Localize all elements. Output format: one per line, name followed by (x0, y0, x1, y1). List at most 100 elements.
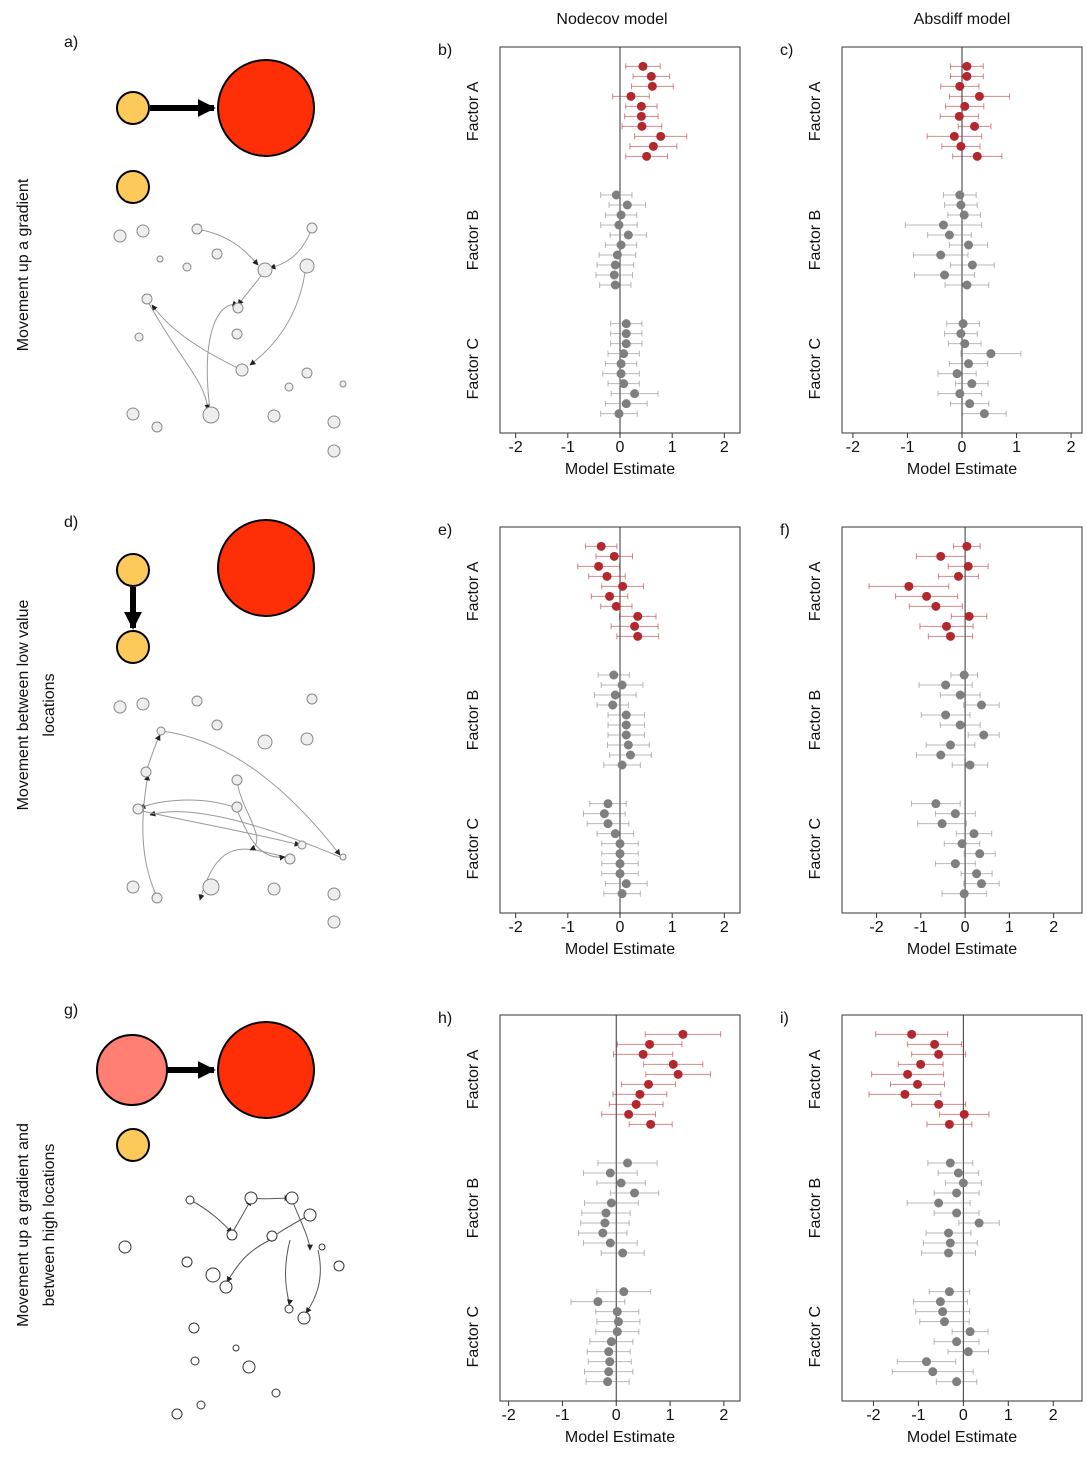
estimate-point (621, 339, 631, 349)
estimate-point (615, 849, 625, 859)
estimate-point (962, 61, 972, 71)
estimate-point (939, 1317, 949, 1327)
estimate-point (962, 541, 972, 551)
estimate-point (962, 280, 972, 290)
estimate-point (619, 1287, 629, 1297)
estimate-point (599, 809, 609, 819)
estimate-point (931, 799, 941, 809)
x-tick-label: -1 (911, 1407, 925, 1424)
diagram-caption: Movement up a gradient and (15, 1123, 32, 1327)
group-label: Factor A (807, 1049, 824, 1109)
estimate-point (964, 359, 974, 369)
estimate-point (615, 869, 625, 879)
estimate-point (616, 210, 626, 220)
diagram-caption: Movement up a gradient (15, 178, 32, 351)
estimate-point (960, 101, 970, 111)
x-tick-label: 1 (1012, 439, 1021, 456)
estimate-point (952, 1337, 962, 1347)
group-label: Factor B (807, 690, 824, 750)
estimate-point (630, 1188, 640, 1198)
estimate-point (630, 621, 640, 631)
estimate-point (612, 250, 622, 260)
estimate-point (967, 260, 977, 270)
estimate-point (621, 879, 631, 889)
estimate-point (633, 631, 643, 641)
estimate-point (940, 270, 950, 280)
group-label: Factor B (465, 1178, 482, 1238)
estimate-point (958, 319, 968, 329)
x-tick-label: 1 (1004, 1407, 1013, 1424)
plot-frame (499, 1014, 741, 1402)
estimate-point (937, 819, 947, 829)
estimate-point (637, 121, 647, 131)
estimate-point (964, 611, 974, 621)
estimate-point (972, 869, 982, 879)
x-tick-label: 2 (720, 919, 729, 936)
panel-label: e) (438, 522, 452, 539)
estimate-point (955, 720, 965, 730)
estimate-point (931, 601, 941, 611)
estimate-point (668, 1059, 678, 1069)
x-tick-label: -2 (866, 1407, 880, 1424)
estimate-point (974, 91, 984, 101)
estimate-point (967, 379, 977, 389)
estimate-point (922, 591, 932, 601)
estimate-point (604, 1367, 614, 1377)
estimate-point (944, 1248, 954, 1258)
group-label: Factor B (465, 690, 482, 750)
estimate-point (619, 349, 629, 359)
x-tick-label: -1 (561, 439, 575, 456)
x-tick-label: -2 (846, 439, 860, 456)
estimate-point (678, 1029, 688, 1039)
x-tick-label: 0 (616, 439, 625, 456)
group-label: Factor A (465, 561, 482, 621)
column-title: Absdiff model (914, 11, 1011, 28)
x-tick-label: 1 (668, 919, 677, 936)
x-tick-label: -2 (501, 1407, 515, 1424)
estimate-point (647, 81, 657, 91)
estimate-point (608, 700, 618, 710)
estimate-point (975, 849, 985, 859)
estimate-point (903, 1069, 913, 1079)
x-tick-label: -1 (914, 919, 928, 936)
estimate-point (964, 240, 974, 250)
estimate-point (941, 680, 951, 690)
estimate-point (638, 1049, 648, 1059)
estimate-point (596, 541, 606, 551)
estimate-point (603, 819, 613, 829)
group-label: Factor B (807, 1178, 824, 1238)
estimate-point (956, 200, 966, 210)
panel-label: f) (780, 522, 790, 539)
estimate-point (614, 220, 624, 230)
estimate-point (621, 710, 631, 720)
estimate-point (957, 839, 967, 849)
diagram-caption: between high locations (41, 1144, 58, 1307)
estimate-point (610, 690, 620, 700)
estimate-point (945, 740, 955, 750)
panel-label: g) (64, 1002, 78, 1019)
estimate-point (630, 389, 640, 399)
estimate-point (956, 329, 966, 339)
estimate-point (635, 1089, 645, 1099)
estimate-point (959, 889, 969, 899)
estimate-point (623, 1158, 633, 1168)
diagram-caption: Movement between low value (15, 600, 32, 811)
estimate-point (913, 1079, 923, 1089)
diagram-g (96, 1021, 345, 1420)
estimate-point (979, 730, 989, 740)
x-tick-label: -1 (900, 439, 914, 456)
estimate-point (636, 111, 646, 121)
estimate-point (593, 1297, 603, 1307)
x-tick-label: 2 (1067, 439, 1076, 456)
estimate-point (979, 409, 989, 419)
group-label: Factor A (807, 561, 824, 621)
estimate-point (603, 1377, 613, 1387)
x-tick-label: 0 (612, 1407, 621, 1424)
estimate-point (953, 571, 963, 581)
diagram-a (113, 59, 347, 458)
estimate-point (952, 1208, 962, 1218)
x-tick-label: -2 (509, 439, 523, 456)
group-label: Factor A (465, 81, 482, 141)
estimate-point (616, 1178, 626, 1188)
x-axis-label: Model Estimate (907, 461, 1017, 478)
